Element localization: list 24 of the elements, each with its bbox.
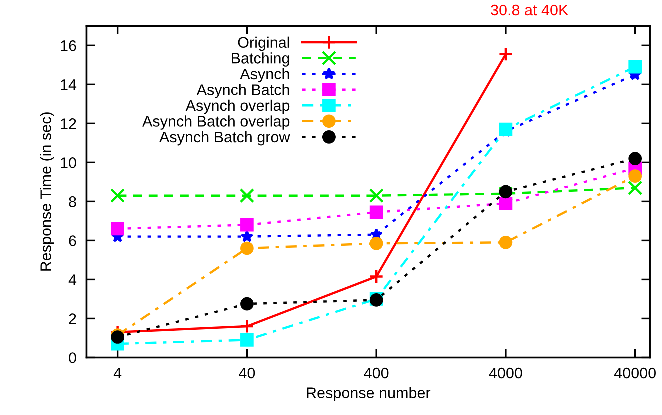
- legend-label: Asynch Batch grow: [160, 131, 290, 146]
- y-tick-label: 10: [61, 158, 76, 168]
- legend-label: Batching: [232, 52, 290, 67]
- y-tick-label: 0: [69, 352, 76, 364]
- legend-label: Asynch Batch: [196, 84, 290, 98]
- legend-label: Asynch overlap: [186, 100, 290, 114]
- legend-label: Asynch Batch overlap: [142, 116, 290, 130]
- y-axis-title: Response Time (in sec): [40, 112, 54, 271]
- y-tick-label: 2: [69, 314, 76, 324]
- y-tick-label: 12: [61, 118, 76, 130]
- x-axis-title: Response number: [307, 387, 431, 402]
- x-tick-label: 4: [114, 368, 122, 379]
- y-tick-label: 14: [61, 80, 77, 90]
- text: 30.8 at 40K: [491, 4, 569, 16]
- y-tick-label: 8: [69, 196, 76, 208]
- y-tick-label: 6: [69, 236, 76, 246]
- x-tick-label: 40000: [614, 368, 656, 379]
- x-tick-label: 4000: [489, 368, 522, 379]
- y-tick-label: 4: [68, 274, 77, 286]
- x-tick-label: 400: [364, 368, 389, 379]
- x-tick-label: 40: [239, 368, 256, 379]
- legend-label: Asynch: [240, 68, 290, 83]
- legend-label: Original: [238, 36, 290, 52]
- y-tick-label: 16: [61, 40, 76, 52]
